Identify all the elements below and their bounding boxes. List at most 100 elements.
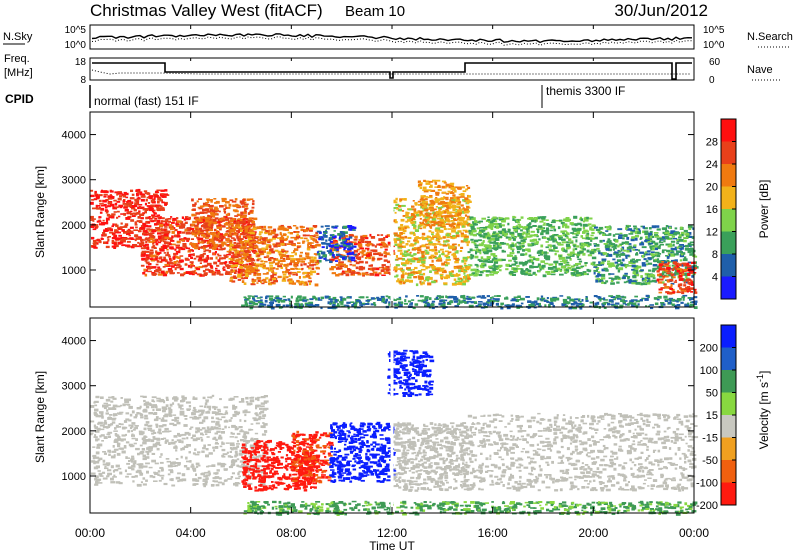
heatmap-cell	[176, 217, 179, 220]
heatmap-cell	[288, 274, 291, 277]
heatmap-cell	[340, 255, 344, 259]
heatmap-cell	[411, 208, 417, 211]
heatmap-cell	[537, 216, 541, 219]
heatmap-cell	[268, 282, 271, 285]
heatmap-cell	[299, 282, 303, 286]
heatmap-cell	[572, 253, 575, 256]
heatmap-cell	[306, 304, 310, 307]
heatmap-cell	[666, 259, 669, 262]
heatmap-cell	[357, 243, 363, 247]
heatmap-cell	[483, 227, 488, 231]
heatmap-cell	[467, 200, 472, 203]
heatmap-cell	[91, 236, 95, 240]
heatmap-cell	[310, 256, 314, 259]
heatmap-cell	[400, 224, 404, 227]
heatmap-cell	[488, 265, 493, 269]
heatmap-cell	[350, 247, 354, 250]
noise-left-tick-bottom: 10^0	[65, 40, 87, 51]
heatmap-cell	[237, 220, 242, 222]
heatmap-cell	[305, 234, 310, 237]
heatmap-cell	[90, 189, 94, 192]
heatmap-cell	[493, 245, 496, 249]
heatmap-cell	[205, 237, 210, 239]
heatmap-cell	[462, 267, 465, 269]
heatmap-cell	[693, 255, 698, 258]
heatmap-cell	[488, 260, 494, 263]
heatmap-cell	[479, 270, 484, 274]
heatmap-cell	[579, 216, 582, 220]
heatmap-cell	[513, 269, 518, 272]
heatmap-cell	[533, 258, 537, 261]
heatmap-cell	[568, 306, 572, 310]
heatmap-cell	[566, 264, 571, 267]
heatmap-cell	[487, 236, 491, 240]
freq-right-tick-bottom: 0	[709, 75, 715, 86]
noise-right-tick-bottom: 10^0	[703, 40, 725, 51]
heatmap-cell	[618, 267, 624, 271]
heatmap-cell	[335, 263, 340, 267]
heatmap-cell	[624, 266, 628, 269]
heatmap-cell	[242, 220, 246, 222]
heatmap-cell	[209, 207, 214, 210]
heatmap-cell	[309, 227, 314, 230]
heatmap-cell	[313, 253, 317, 255]
heatmap-cell	[320, 225, 324, 228]
heatmap-cell	[385, 298, 388, 302]
heatmap-cell	[398, 228, 403, 231]
heatmap-cell	[559, 268, 563, 272]
heatmap-cell	[164, 189, 168, 192]
heatmap-cell	[657, 260, 661, 264]
heatmap-cell	[263, 281, 268, 283]
heatmap-cell	[311, 270, 316, 274]
heatmap-cell	[660, 238, 664, 240]
heatmap-cell	[501, 258, 506, 261]
heatmap-cell	[586, 216, 589, 220]
heatmap-cell	[675, 267, 678, 270]
heatmap-cell	[261, 264, 266, 268]
heatmap-cell	[146, 205, 151, 207]
heatmap-cell	[538, 225, 543, 228]
heatmap-cell	[315, 262, 319, 266]
heatmap-cell	[201, 205, 205, 208]
heatmap-cell	[492, 244, 495, 247]
heatmap-cell	[553, 269, 559, 272]
heatmap-cell	[223, 210, 227, 214]
heatmap-cell	[608, 277, 613, 279]
heatmap-cell	[150, 259, 155, 262]
heatmap-cell	[285, 266, 288, 270]
heatmap-cell	[593, 266, 598, 268]
heatmap-cell	[186, 232, 190, 235]
heatmap-cell	[397, 246, 403, 249]
heatmap-cell	[631, 280, 637, 283]
heatmap-cell	[301, 267, 304, 270]
heatmap-cell	[307, 242, 312, 245]
heatmap-cell	[181, 238, 185, 241]
heatmap-cell	[678, 274, 683, 278]
heatmap-cell	[615, 267, 619, 270]
heatmap-cell	[329, 267, 334, 271]
heatmap-cell	[431, 266, 436, 269]
heatmap-cell	[334, 241, 339, 244]
heatmap-cell	[438, 254, 441, 258]
heatmap-cell	[399, 226, 405, 229]
heatmap-cell	[474, 244, 479, 247]
heatmap-cell	[222, 266, 226, 268]
heatmap-cell	[98, 194, 103, 197]
heatmap-cell	[244, 258, 248, 261]
heatmap-cell	[450, 220, 455, 222]
heatmap-cell	[445, 183, 450, 187]
heatmap-cell	[480, 229, 486, 232]
heatmap-cell	[496, 295, 501, 297]
heatmap-cell	[252, 270, 256, 273]
heatmap-cell	[631, 268, 636, 271]
heatmap-cell	[628, 228, 633, 231]
heatmap-cell	[148, 196, 153, 199]
heatmap-cell	[554, 253, 557, 256]
heatmap-cell	[205, 216, 211, 220]
heatmap-cell	[212, 218, 217, 222]
heatmap-cell	[444, 240, 449, 243]
heatmap-cell	[466, 222, 471, 226]
heatmap-cell	[151, 216, 155, 219]
heatmap-cell	[234, 262, 239, 265]
heatmap-cell	[571, 251, 575, 255]
